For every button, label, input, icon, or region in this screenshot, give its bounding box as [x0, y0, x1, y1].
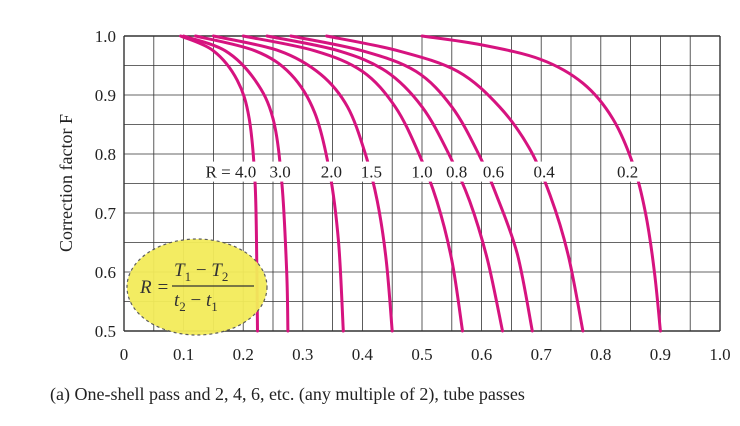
curve-r-2.0 [194, 34, 345, 333]
r-label-bg [529, 161, 560, 182]
r-label-1.0: 1.0 [411, 163, 432, 182]
r-label-4.0: R = 4.0 [206, 163, 257, 182]
curve-r-0.2 [420, 34, 662, 333]
r-label-1.5: 1.5 [361, 163, 382, 182]
x-tick-label: 0.6 [471, 345, 492, 364]
r-label-0.4: 0.4 [534, 163, 556, 182]
r-label-bg [612, 161, 643, 182]
curve-r-0.8 [265, 34, 504, 333]
formula-denominator: t2 − t1 [174, 290, 218, 314]
r-label-bg [407, 161, 437, 182]
x-tick-label: 0.8 [590, 345, 611, 364]
y-tick-label: 0.9 [95, 86, 116, 105]
r-labels: R = 4.0 3.0 2.0 1.5 1.0 0.8 0.6 0.4 0.2 [194, 161, 643, 182]
y-axis-label: Correction factor F [56, 114, 76, 252]
curve-r-0.6 [289, 34, 534, 333]
y-tick-label: 0.7 [95, 204, 117, 223]
axis-ticks: 0 0.1 0.2 0.3 0.4 0.5 0.6 0.7 0.8 0.9 1.0 1.0 0.9 0.8… [95, 27, 731, 364]
r-label-2.0: 2.0 [321, 163, 342, 182]
formula-numerator: T1 − T2 [174, 260, 228, 284]
y-tick-label: 0.5 [95, 322, 116, 341]
formula-highlight [126, 238, 268, 336]
curve-r-1.0 [241, 34, 464, 333]
figure-caption: (a) One-shell pass and 2, 4, 6, etc. (an… [50, 384, 525, 405]
y-tick-label: 0.8 [95, 145, 116, 164]
x-tick-label: 0.9 [650, 345, 671, 364]
grid [123, 35, 721, 332]
formula-lhs: R = [139, 277, 169, 298]
r-label-0.2: 0.2 [617, 163, 638, 182]
x-tick-label: 0.4 [352, 345, 374, 364]
r-label-0.6: 0.6 [483, 163, 504, 182]
x-tick-label: 0.5 [411, 345, 432, 364]
x-tick-label: 0 [120, 345, 129, 364]
curve-r-3.0 [182, 34, 290, 333]
y-tick-label: 1.0 [95, 27, 116, 46]
formula-callout: R =T1 − T2 t2 − t1 [126, 238, 268, 336]
r-label-bg [265, 161, 296, 182]
x-tick-label: 0.2 [233, 345, 254, 364]
r-label-bg [478, 161, 509, 182]
x-tick-label: 1.0 [709, 345, 730, 364]
r-label-bg [194, 161, 259, 182]
curve-r-0.4 [325, 34, 585, 333]
x-tick-label: 0.3 [292, 345, 313, 364]
curve-r-1.5 [211, 34, 394, 333]
x-tick-label: 0.7 [531, 345, 553, 364]
x-tick-label: 0.1 [173, 345, 194, 364]
r-label-3.0: 3.0 [270, 163, 291, 182]
r-label-0.8: 0.8 [446, 163, 467, 182]
r-label-bg [356, 161, 387, 182]
r-label-bg [316, 161, 347, 182]
r-label-bg [441, 161, 472, 182]
y-tick-label: 0.6 [95, 263, 116, 282]
